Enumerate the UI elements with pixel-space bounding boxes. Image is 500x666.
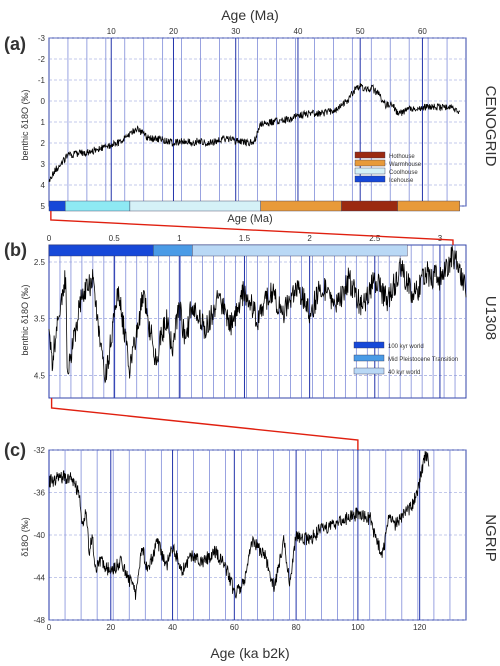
panel-a-y-label: benthic δ18O (‰): [20, 89, 30, 160]
x-tick-label: 120: [413, 623, 427, 632]
panel-b-u1308: (b) U1308 benthic δ18O (‰) 2.5 3.5 4.5 0 0.5…: [4, 234, 499, 399]
y-tick-label: 2: [41, 139, 46, 148]
x-tick-label: 2.5: [369, 234, 381, 243]
connector-b-to-c: [50, 398, 359, 450]
x-tick-label: 3: [438, 234, 443, 243]
legend-swatch: [354, 167, 386, 175]
x-tick-label: 0.5: [109, 234, 121, 243]
x-tick-label: 20: [106, 623, 115, 632]
y-tick-label: 3: [41, 160, 46, 169]
x-tick-label: 100: [351, 623, 365, 632]
connector-a-to-b: [50, 211, 454, 245]
legend-label: Mid Pleistocene Transition: [388, 357, 458, 363]
x-tick-label: 40: [168, 623, 177, 632]
panel-c-letter: (c): [4, 440, 26, 460]
x-tick-label: 30: [231, 27, 240, 36]
legend-swatch: [354, 159, 386, 167]
y-tick-label: -2: [38, 55, 46, 64]
x-tick-label: 1: [177, 234, 182, 243]
legend-label: Icehouse: [389, 178, 414, 184]
y-tick-label: 4: [41, 181, 46, 190]
panel-b-y-label: benthic δ18O (‰): [20, 284, 30, 355]
top-axis-label: Age (Ma): [221, 7, 279, 23]
legend-label: Hothouse: [389, 154, 415, 160]
y-tick-label: 0: [41, 97, 46, 106]
x-tick-label: 1.5: [239, 234, 251, 243]
legend-swatch: [353, 354, 385, 362]
climate-state-bar: [129, 200, 261, 212]
panel-c-ngrip: (c) NGRIP δ18O (‰) -32 -36 -40 -44 -480 20 40 6…: [4, 440, 499, 632]
legend-swatch: [353, 367, 385, 375]
panel-a-cenogrid: (a) CENOGRID benthic δ18O (‰) Age (Ma) -…: [4, 27, 499, 225]
x-tick-label: 0: [47, 234, 52, 243]
y-tick-label: 2.5: [34, 258, 46, 267]
y-tick-label: 4.5: [34, 371, 46, 380]
y-tick-label: -40: [33, 531, 45, 540]
climate-state-bar: [397, 200, 460, 212]
panel-a-letter: (a): [4, 34, 26, 54]
y-tick-label: -32: [33, 446, 45, 455]
y-tick-label: -3: [38, 34, 46, 43]
y-tick-label: -1: [38, 76, 46, 85]
y-tick-label: -44: [33, 574, 45, 583]
y-tick-label: 3.5: [34, 315, 46, 324]
legend-label: 100 kyr world: [388, 344, 424, 350]
x-tick-label: 2: [307, 234, 312, 243]
x-tick-label: 60: [418, 27, 427, 36]
panel-b-record-label: U1308: [482, 296, 499, 340]
y-tick-label: -48: [33, 616, 45, 625]
climate-state-bar: [64, 200, 131, 212]
legend-label: 40 kyr world: [388, 370, 420, 376]
regime-bar: [153, 244, 193, 257]
x-tick-label: 50: [356, 27, 365, 36]
legend-swatch: [353, 341, 385, 349]
legend-label: Warmhouse: [389, 162, 422, 168]
y-tick-label: 5: [41, 202, 46, 211]
legend-swatch: [354, 175, 386, 183]
regime-bar: [48, 244, 154, 257]
x-tick-label: 20: [169, 27, 178, 36]
panel-a-record-label: CENOGRID: [482, 86, 499, 167]
panel-b-letter: (b): [4, 240, 27, 260]
x-tick-label: 0: [47, 623, 52, 632]
x-tick-label: 80: [292, 623, 301, 632]
panel-connectors: [50, 211, 454, 450]
bottom-axis-label: Age (ka b2k): [210, 645, 289, 661]
panel-c-data-line: [48, 450, 430, 600]
y-tick-label: 1: [41, 118, 46, 127]
panel-c-record-label: NGRIP: [482, 514, 499, 562]
panel-a-x-label: Age (Ma): [227, 213, 272, 225]
panel-a-data-line: [48, 82, 461, 182]
climate-state-bar: [260, 200, 342, 212]
x-tick-label: 40: [294, 27, 303, 36]
x-tick-label: 60: [230, 623, 239, 632]
y-tick-label: -36: [33, 489, 45, 498]
panel-c-y-label: δ18O (‰): [20, 517, 30, 557]
climate-state-bar: [48, 200, 66, 212]
climate-state-bar: [341, 200, 398, 212]
panel-b-data-line: [48, 245, 467, 384]
legend-swatch: [354, 151, 386, 159]
x-tick-label: 10: [107, 27, 116, 36]
legend-label: Coolhouse: [389, 170, 418, 176]
regime-bar: [192, 244, 408, 257]
